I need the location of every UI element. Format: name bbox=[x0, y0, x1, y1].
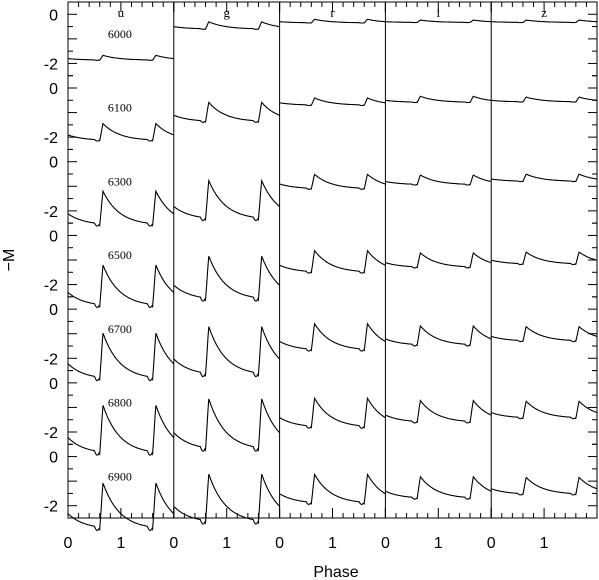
band-label-u: u bbox=[118, 5, 125, 20]
y-tick-label: 0 bbox=[49, 81, 58, 98]
x-tick-label: 1 bbox=[116, 535, 125, 552]
y-tick-label: 0 bbox=[49, 376, 58, 393]
curve-z-6000 bbox=[491, 19, 597, 24]
x-tick-label: 1 bbox=[434, 535, 443, 552]
band-label-r: r bbox=[330, 5, 335, 20]
teff-label-6700: 6700 bbox=[108, 322, 132, 336]
y-tick-label: -2 bbox=[44, 499, 58, 516]
curve-u-6500 bbox=[67, 264, 175, 309]
x-tick-label: 0 bbox=[275, 535, 284, 552]
curve-g-6500 bbox=[173, 255, 280, 302]
curve-r-6800 bbox=[279, 396, 386, 429]
light-curves bbox=[67, 18, 598, 532]
plot-frame bbox=[67, 1, 598, 519]
y-tick-label: -2 bbox=[44, 425, 58, 442]
x-axis-title: Phase bbox=[313, 564, 358, 580]
curve-r-6900 bbox=[279, 472, 386, 505]
tick-labels: 0 -2 0 -2 0 -2 0 -2 0 -2 0 -2 0 -2 0 1 0 1 0 1 0 1 0 1 bbox=[44, 7, 549, 552]
curve-u-6800 bbox=[67, 405, 175, 456]
curve-u-6000 bbox=[68, 54, 174, 61]
curve-z-6300 bbox=[491, 173, 598, 183]
band-label-z: z bbox=[541, 5, 547, 20]
y-tick-label: 0 bbox=[49, 228, 58, 245]
curve-z-6700 bbox=[491, 325, 598, 343]
teff-label-6900: 6900 bbox=[108, 469, 132, 483]
curve-i-6300 bbox=[385, 174, 492, 186]
x-tick-label: 1 bbox=[222, 535, 231, 552]
teff-label-6300: 6300 bbox=[108, 174, 132, 188]
y-tick-label: 0 bbox=[49, 155, 58, 172]
x-tick-label: 1 bbox=[540, 535, 549, 552]
curve-i-6500 bbox=[385, 252, 492, 269]
curve-i-6900 bbox=[385, 475, 492, 500]
curve-u-6300 bbox=[67, 189, 175, 227]
curve-u-6100 bbox=[67, 122, 174, 142]
y-tick-label: 0 bbox=[49, 7, 58, 24]
curve-g-6700 bbox=[173, 326, 280, 378]
curve-r-6000 bbox=[279, 18, 386, 24]
curve-g-6000 bbox=[173, 21, 280, 30]
teff-label-6500: 6500 bbox=[108, 248, 132, 262]
curve-u-6900 bbox=[67, 482, 175, 532]
x-tick-label: 0 bbox=[64, 535, 73, 552]
panel-frames bbox=[67, 1, 598, 519]
curve-z-6100 bbox=[491, 96, 598, 103]
curve-u-6700 bbox=[67, 333, 175, 382]
x-tick-label: 0 bbox=[381, 535, 390, 552]
teff-label-6100: 6100 bbox=[108, 101, 132, 115]
curve-z-6800 bbox=[491, 400, 598, 420]
curve-z-6900 bbox=[490, 476, 598, 496]
teff-label-6000: 6000 bbox=[108, 27, 132, 41]
curve-r-6300 bbox=[279, 173, 386, 190]
y-tick-label: -2 bbox=[44, 278, 58, 295]
band-label-g: g bbox=[223, 5, 230, 20]
band-label-i: i bbox=[436, 5, 440, 20]
curve-g-6900 bbox=[173, 474, 280, 525]
curve-i-6700 bbox=[385, 324, 492, 347]
curve-g-6300 bbox=[173, 178, 280, 222]
curve-z-6500 bbox=[491, 251, 598, 266]
curve-g-6100 bbox=[173, 101, 280, 123]
y-tick-label: -2 bbox=[44, 130, 58, 147]
y-tick-label: -2 bbox=[44, 351, 58, 368]
teff-label-6800: 6800 bbox=[108, 396, 132, 410]
axis-ticks bbox=[67, 1, 598, 519]
x-tick-label: 0 bbox=[169, 535, 178, 552]
x-tick-label: 1 bbox=[328, 535, 337, 552]
y-axis-title: −M bbox=[1, 249, 18, 272]
y-tick-label: -2 bbox=[44, 204, 58, 221]
y-tick-label: -2 bbox=[44, 56, 58, 73]
x-tick-label: 0 bbox=[487, 535, 496, 552]
panel-labels: u g r i z 6000 6100 6300 6500 6700 6800 6900 bbox=[108, 5, 547, 483]
curve-r-6500 bbox=[279, 249, 386, 274]
y-tick-label: 0 bbox=[49, 450, 58, 467]
curve-r-6700 bbox=[279, 322, 386, 352]
curve-g-6800 bbox=[173, 398, 280, 453]
y-tick-label: 0 bbox=[49, 302, 58, 319]
curve-i-6100 bbox=[385, 95, 492, 104]
curve-r-6100 bbox=[279, 97, 386, 107]
curve-i-6000 bbox=[385, 19, 492, 24]
curve-i-6800 bbox=[385, 399, 492, 424]
